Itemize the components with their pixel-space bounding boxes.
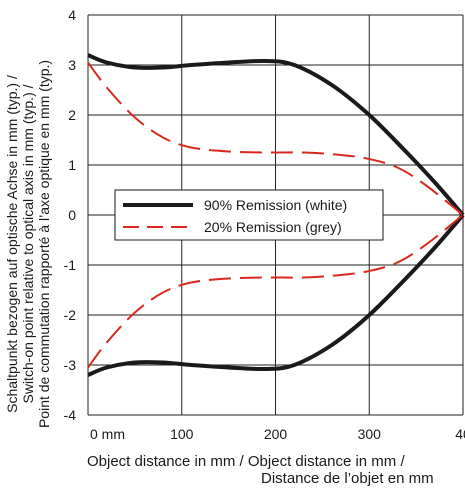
- y-tick-label: 4: [68, 7, 76, 23]
- legend-label-20: 20% Remission (grey): [204, 219, 342, 235]
- legend: 90% Remission (white) 20% Remission (gre…: [114, 189, 384, 241]
- y-axis-label: Schaltpunkt bezogen auf optische Achse i…: [4, 60, 52, 428]
- series-lines: [87, 53, 465, 377]
- series-1-lower-line: [87, 214, 464, 369]
- y-tick-label: 2: [68, 107, 76, 123]
- x-tick-label: 40: [455, 426, 465, 442]
- x-tick-label: 300: [358, 426, 382, 442]
- y-tick-label: -1: [64, 257, 77, 273]
- x-axis-label-line-2: Distance de l’objet en mm: [261, 470, 434, 487]
- x-tick-label: 200: [264, 426, 288, 442]
- tick-labels: -4 -3 -2 -1 0 1 2 3 4 0 mm 100 200 300 40: [64, 7, 465, 442]
- y-tick-label: -2: [64, 307, 77, 323]
- y-tick-label: -4: [64, 407, 77, 423]
- y-tick-label: -3: [64, 357, 77, 373]
- legend-box: [114, 189, 384, 241]
- y-tick-label: 3: [68, 57, 76, 73]
- series-1-upper-line: [87, 61, 464, 216]
- x-tick-label: 100: [170, 426, 194, 442]
- x-axis-label: Object distance in mm / Object distance …: [87, 453, 434, 487]
- x-tick-label: 0 mm: [90, 426, 125, 442]
- y-tick-label: 0: [68, 207, 76, 223]
- series-0-upper-line: [87, 53, 465, 217]
- x-axis-label-line-1: Object distance in mm / Object distance …: [87, 453, 405, 470]
- series-0-lower-line: [87, 213, 465, 377]
- y-axis-label-line-2: Switch-on point relative to optical axis…: [20, 84, 36, 403]
- y-axis-label-line-1: Schaltpunkt bezogen auf optische Achse i…: [4, 75, 20, 413]
- y-tick-label: 1: [68, 157, 76, 173]
- legend-label-90: 90% Remission (white): [204, 197, 347, 213]
- y-axis-label-line-3: Point de commutation rapporté à l’axe op…: [36, 60, 52, 428]
